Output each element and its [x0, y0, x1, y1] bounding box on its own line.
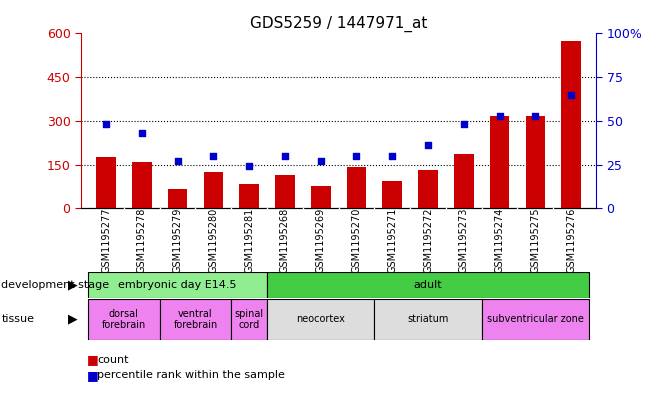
- Text: striatum: striatum: [408, 314, 448, 324]
- Bar: [239, 184, 259, 208]
- Text: spinal
cord: spinal cord: [235, 309, 264, 330]
- Text: GSM1195269: GSM1195269: [316, 208, 326, 274]
- Text: ▶: ▶: [68, 313, 78, 326]
- FancyBboxPatch shape: [231, 299, 267, 340]
- FancyBboxPatch shape: [267, 272, 589, 298]
- FancyBboxPatch shape: [481, 299, 589, 340]
- Text: GSM1195272: GSM1195272: [423, 208, 433, 274]
- Point: [316, 158, 326, 164]
- Text: GSM1195277: GSM1195277: [101, 208, 111, 274]
- Text: count: count: [97, 354, 129, 365]
- Text: ventral
forebrain: ventral forebrain: [174, 309, 218, 330]
- Text: GSM1195276: GSM1195276: [566, 208, 576, 274]
- Title: GDS5259 / 1447971_at: GDS5259 / 1447971_at: [250, 16, 427, 32]
- Point: [137, 130, 147, 136]
- Text: development stage: development stage: [1, 280, 110, 290]
- Bar: [454, 154, 474, 208]
- Text: ■: ■: [87, 369, 98, 382]
- Text: GSM1195270: GSM1195270: [351, 208, 362, 274]
- Bar: [490, 116, 509, 208]
- Text: GSM1195268: GSM1195268: [280, 208, 290, 274]
- Point: [101, 121, 111, 127]
- Text: GSM1195275: GSM1195275: [530, 208, 540, 274]
- FancyBboxPatch shape: [267, 299, 375, 340]
- Text: GSM1195274: GSM1195274: [494, 208, 505, 274]
- Text: percentile rank within the sample: percentile rank within the sample: [97, 370, 285, 380]
- Bar: [203, 172, 223, 208]
- Text: GSM1195273: GSM1195273: [459, 208, 469, 274]
- Point: [566, 92, 576, 98]
- Text: ▶: ▶: [68, 278, 78, 291]
- Point: [280, 152, 290, 159]
- Text: ■: ■: [87, 353, 98, 366]
- Point: [387, 152, 397, 159]
- Text: GSM1195278: GSM1195278: [137, 208, 147, 274]
- Point: [530, 112, 540, 119]
- Point: [172, 158, 183, 164]
- Point: [459, 121, 469, 127]
- Point: [351, 152, 362, 159]
- Point: [423, 142, 434, 149]
- FancyBboxPatch shape: [375, 299, 481, 340]
- Text: GSM1195281: GSM1195281: [244, 208, 254, 274]
- Text: tissue: tissue: [1, 314, 34, 324]
- Text: neocortex: neocortex: [296, 314, 345, 324]
- Text: adult: adult: [413, 280, 443, 290]
- FancyBboxPatch shape: [159, 299, 231, 340]
- Bar: [561, 41, 581, 208]
- Text: dorsal
forebrain: dorsal forebrain: [102, 309, 146, 330]
- Bar: [168, 189, 187, 208]
- Bar: [311, 186, 330, 208]
- Point: [244, 163, 254, 169]
- Bar: [275, 175, 295, 208]
- Point: [208, 152, 218, 159]
- Text: GSM1195271: GSM1195271: [388, 208, 397, 274]
- FancyBboxPatch shape: [88, 272, 267, 298]
- Text: subventricular zone: subventricular zone: [487, 314, 584, 324]
- Bar: [382, 181, 402, 208]
- Bar: [96, 157, 116, 208]
- Text: GSM1195280: GSM1195280: [209, 208, 218, 274]
- Bar: [526, 116, 545, 208]
- Bar: [132, 162, 152, 208]
- Point: [494, 112, 505, 119]
- FancyBboxPatch shape: [88, 299, 159, 340]
- Bar: [347, 167, 366, 208]
- Text: embryonic day E14.5: embryonic day E14.5: [119, 280, 237, 290]
- Text: GSM1195279: GSM1195279: [172, 208, 183, 274]
- Bar: [418, 171, 438, 208]
